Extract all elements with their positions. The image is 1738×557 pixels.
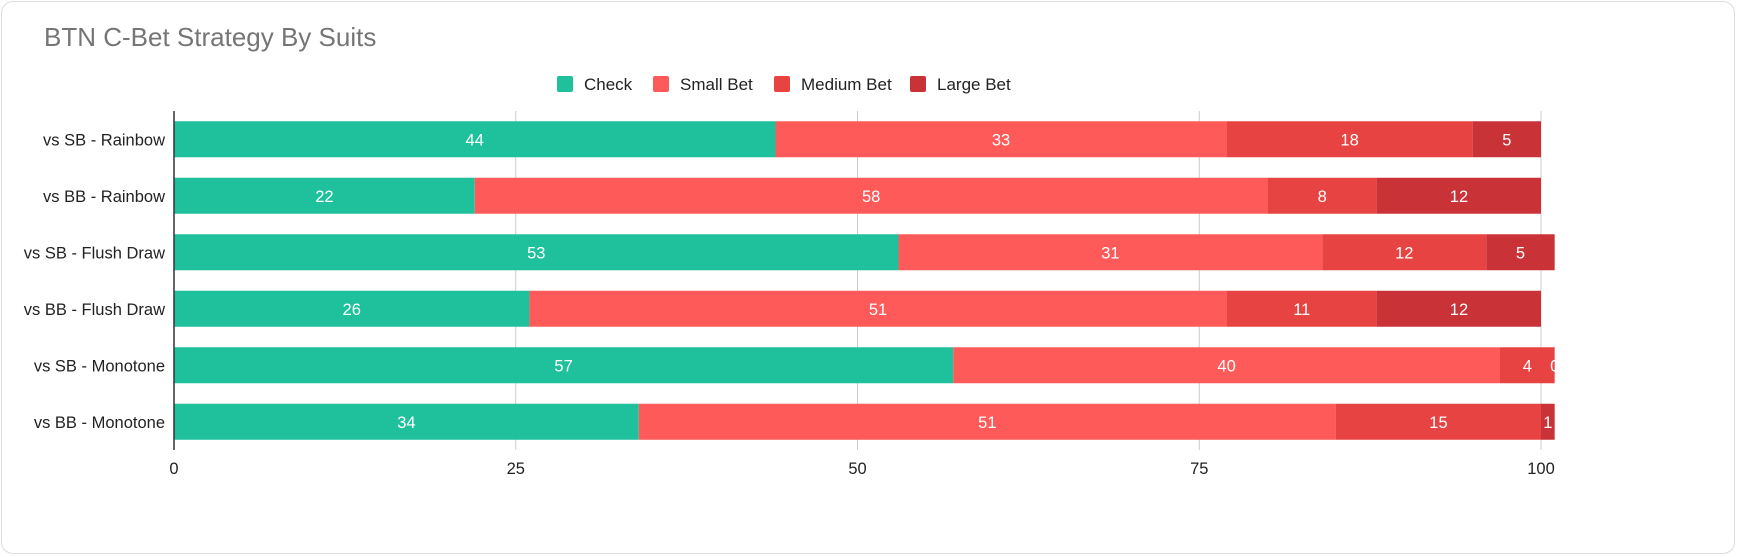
bar-medium-bet-vs-bb-rainbow[interactable] bbox=[1267, 177, 1377, 214]
data-label: 57 bbox=[554, 357, 572, 375]
bar-medium-bet-vs-bb-monotone[interactable] bbox=[1335, 403, 1541, 440]
category-label: vs SB - Flush Draw bbox=[24, 244, 165, 262]
legend-label-medium-bet[interactable]: Medium Bet bbox=[801, 75, 892, 94]
data-label: 53 bbox=[527, 244, 545, 262]
bar-small-bet-vs-bb-flush-draw[interactable] bbox=[529, 290, 1227, 327]
data-label: 26 bbox=[343, 301, 361, 319]
x-tick-label: 75 bbox=[1190, 460, 1208, 478]
data-label: 18 bbox=[1340, 131, 1358, 149]
category-label: vs SB - Monotone bbox=[34, 357, 165, 375]
gridlines bbox=[515, 111, 1542, 450]
data-label: 22 bbox=[315, 188, 333, 206]
bar-check-vs-sb-flush-draw[interactable] bbox=[174, 234, 899, 271]
bar-small-bet-vs-bb-monotone[interactable] bbox=[638, 403, 1336, 440]
data-label: 0 bbox=[1550, 357, 1559, 375]
bar-medium-bet-vs-sb-flush-draw[interactable] bbox=[1322, 234, 1487, 271]
legend-label-small-bet[interactable]: Small Bet bbox=[680, 75, 753, 94]
bar-large-bet-vs-bb-flush-draw[interactable] bbox=[1376, 290, 1541, 327]
data-label: 51 bbox=[978, 414, 996, 432]
category-label: vs BB - Flush Draw bbox=[24, 301, 165, 319]
bar-large-bet-vs-sb-rainbow[interactable] bbox=[1472, 121, 1541, 158]
legend-swatch-check bbox=[557, 76, 573, 92]
data-label: 12 bbox=[1450, 188, 1468, 206]
bar-large-bet-vs-bb-monotone[interactable] bbox=[1541, 403, 1555, 440]
bar-small-bet-vs-bb-rainbow[interactable] bbox=[474, 177, 1268, 214]
bar-medium-bet-vs-sb-monotone[interactable] bbox=[1499, 347, 1555, 384]
data-label: 11 bbox=[1293, 301, 1310, 319]
x-tick-label: 25 bbox=[507, 460, 525, 478]
bar-check-vs-bb-rainbow[interactable] bbox=[174, 177, 475, 214]
legend-swatch-large-bet bbox=[910, 76, 926, 92]
bar-medium-bet-vs-sb-rainbow[interactable] bbox=[1226, 121, 1473, 158]
data-label: 44 bbox=[466, 131, 484, 149]
x-tick-label: 0 bbox=[169, 460, 178, 478]
data-label: 8 bbox=[1318, 188, 1327, 206]
data-label: 4 bbox=[1523, 357, 1532, 375]
data-label: 5 bbox=[1516, 244, 1525, 262]
x-tick-label: 50 bbox=[848, 460, 866, 478]
axes: 0 25 50 75 100 vs SB - Rainbow vs BB - Rainbow… bbox=[24, 111, 1555, 478]
bar-large-bet-vs-sb-flush-draw[interactable] bbox=[1486, 234, 1555, 271]
category-label: vs BB - Rainbow bbox=[43, 188, 165, 206]
data-label: 12 bbox=[1450, 301, 1468, 319]
category-label: vs BB - Monotone bbox=[34, 414, 165, 432]
bar-medium-bet-vs-bb-flush-draw[interactable] bbox=[1226, 290, 1377, 327]
bar-large-bet-vs-bb-rainbow[interactable] bbox=[1376, 177, 1541, 214]
data-label: 51 bbox=[869, 301, 887, 319]
legend-label-check[interactable]: Check bbox=[584, 75, 633, 94]
data-label: 40 bbox=[1217, 357, 1235, 375]
data-label: 34 bbox=[397, 414, 415, 432]
bars: 44 33 18 5 22 58 8 12 53 31 12 5 26 51 11 12 57 40 4 0 34 51 1… bbox=[174, 121, 1559, 440]
data-label: 12 bbox=[1395, 244, 1413, 262]
bar-small-bet-vs-sb-flush-draw[interactable] bbox=[898, 234, 1323, 271]
category-label: vs SB - Rainbow bbox=[43, 131, 165, 149]
bar-check-vs-bb-flush-draw[interactable] bbox=[174, 290, 530, 327]
bar-small-bet-vs-sb-rainbow[interactable] bbox=[775, 121, 1227, 158]
data-label: 15 bbox=[1429, 414, 1447, 432]
legend-swatch-small-bet bbox=[653, 76, 669, 92]
data-label: 5 bbox=[1502, 131, 1511, 149]
data-label: 58 bbox=[862, 188, 880, 206]
bar-check-vs-sb-rainbow[interactable] bbox=[174, 121, 776, 158]
bar-check-vs-sb-monotone[interactable] bbox=[174, 347, 954, 384]
bar-small-bet-vs-sb-monotone[interactable] bbox=[953, 347, 1500, 384]
legend-label-large-bet[interactable]: Large Bet bbox=[937, 75, 1011, 94]
chart-title: BTN C-Bet Strategy By Suits bbox=[44, 22, 377, 52]
data-label: 31 bbox=[1101, 244, 1119, 262]
bar-check-vs-bb-monotone[interactable] bbox=[174, 403, 639, 440]
data-label: 1 bbox=[1543, 414, 1552, 432]
legend-swatch-medium-bet bbox=[774, 76, 790, 92]
legend: Check Small Bet Medium Bet Large Bet bbox=[557, 75, 1011, 94]
x-tick-label: 100 bbox=[1527, 460, 1555, 478]
data-label: 33 bbox=[992, 131, 1010, 149]
